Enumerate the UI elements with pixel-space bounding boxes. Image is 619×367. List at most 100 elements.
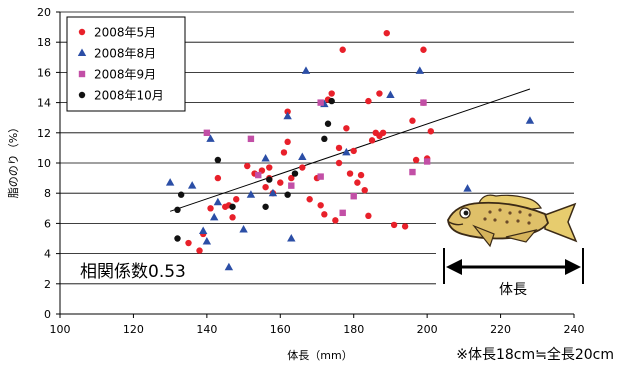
y-tick-label: 14 xyxy=(37,97,51,110)
data-point-series-3 xyxy=(339,209,346,217)
data-point-series-1 xyxy=(335,159,343,167)
x-tick-labels: 100 120 140 160 180 200 220 240 xyxy=(50,323,585,336)
data-point-series-1 xyxy=(233,196,240,203)
legend-marker-4 xyxy=(78,91,86,99)
data-point-series-1 xyxy=(214,174,222,182)
trendline-group xyxy=(169,88,531,212)
data-point-series-1 xyxy=(412,156,420,164)
data-point-series-4 xyxy=(174,206,181,214)
data-point-series-1 xyxy=(401,223,409,230)
legend-marker-3 xyxy=(78,70,86,78)
data-point-series-1 xyxy=(277,179,284,186)
data-point-series-1 xyxy=(306,196,313,203)
legend-label-2: 2008年8月 xyxy=(94,47,156,61)
data-point-series-2 xyxy=(287,234,296,242)
fish-pupil-icon xyxy=(463,210,469,216)
data-point-series-2 xyxy=(210,212,219,221)
data-point-series-1 xyxy=(280,149,288,156)
axes xyxy=(56,11,575,318)
data-point-series-1 xyxy=(196,247,203,254)
data-point-series-2 xyxy=(463,184,472,192)
data-point-series-3 xyxy=(288,182,295,189)
legend-box xyxy=(66,16,186,112)
data-point-series-1 xyxy=(343,125,350,132)
y-tick-label: 0 xyxy=(44,308,51,321)
data-point-series-2 xyxy=(261,153,270,162)
data-point-series-3 xyxy=(317,173,324,180)
data-point-series-4 xyxy=(174,235,181,242)
y-tick-label: 8 xyxy=(44,187,51,200)
data-point-series-1 xyxy=(368,137,376,144)
data-point-series-2 xyxy=(268,188,278,197)
data-point-series-2 xyxy=(187,181,197,189)
data-point-series-1 xyxy=(390,221,398,229)
arrow-right-icon xyxy=(565,259,581,275)
data-point-series-2 xyxy=(246,190,256,198)
data-point-series-3 xyxy=(255,171,262,179)
data-point-series-4 xyxy=(266,176,273,183)
x-tick-label: 180 xyxy=(343,323,364,336)
data-point-series-2 xyxy=(198,226,208,234)
x-axis-label: 体長（mm） xyxy=(287,348,352,362)
x-tick-label: 140 xyxy=(196,323,217,336)
data-point-series-1 xyxy=(284,108,291,115)
fish-illustration: 体長 xyxy=(436,194,586,300)
legend-marker-1 xyxy=(78,28,86,36)
data-point-series-1 xyxy=(332,217,339,224)
y-tick-label: 12 xyxy=(37,127,51,140)
length-note: ※体長18cm≒全長20cm xyxy=(456,346,614,363)
data-point-series-1 xyxy=(266,164,273,171)
y-tick-label: 10 xyxy=(37,157,51,170)
y-axis-label: 脂ののり（%） xyxy=(6,122,20,198)
y-tick-label: 2 xyxy=(44,278,51,291)
legend: 2008年5月 2008年8月 2008年9月 2008年10月 xyxy=(66,16,186,112)
data-point-series-1 xyxy=(365,212,372,220)
data-point-series-1 xyxy=(357,171,365,179)
data-point-series-2 xyxy=(298,152,307,160)
data-point-series-1 xyxy=(335,144,343,152)
data-point-series-2 xyxy=(525,116,535,124)
data-point-series-3 xyxy=(420,99,427,106)
data-point-series-4 xyxy=(324,120,332,127)
correlation-label: 相関係数0.53 xyxy=(80,262,186,282)
correlation-bg xyxy=(72,257,184,283)
y-tick-label: 20 xyxy=(37,6,51,19)
data-point-series-1 xyxy=(376,90,383,97)
data-point-series-2 xyxy=(206,134,215,142)
trendline xyxy=(169,88,531,212)
data-point-series-2 xyxy=(301,66,311,74)
body-length-label: 体長 xyxy=(499,282,527,298)
data-point-series-1 xyxy=(284,138,291,146)
data-point-series-4 xyxy=(214,156,222,164)
data-point-series-3 xyxy=(203,129,211,136)
x-tick-label: 160 xyxy=(270,323,291,336)
data-point-series-2 xyxy=(224,262,234,271)
data-point-series-1 xyxy=(346,170,354,177)
data-points xyxy=(165,29,535,271)
fish-mouth-icon xyxy=(448,221,464,226)
y-tick-label: 4 xyxy=(44,248,51,261)
data-point-series-4 xyxy=(177,191,185,198)
data-point-series-1 xyxy=(354,179,361,186)
data-point-series-3 xyxy=(247,135,255,143)
data-point-series-1 xyxy=(328,90,335,97)
data-point-series-3 xyxy=(317,99,324,106)
fish-body-icon xyxy=(447,201,550,240)
data-point-series-1 xyxy=(379,129,387,136)
data-point-series-1 xyxy=(365,97,372,105)
data-point-series-1 xyxy=(288,174,295,182)
data-point-series-2 xyxy=(415,66,424,74)
data-point-series-4 xyxy=(262,203,269,210)
legend-label-3: 2008年9月 xyxy=(94,68,156,82)
data-point-series-1 xyxy=(244,162,251,170)
data-point-series-1 xyxy=(339,46,346,53)
data-point-series-2 xyxy=(165,178,175,186)
data-point-series-3 xyxy=(423,158,431,165)
fish-spots-icon xyxy=(483,208,532,225)
data-point-series-4 xyxy=(229,203,236,210)
data-point-series-1 xyxy=(420,46,427,53)
data-point-series-4 xyxy=(328,97,335,105)
data-point-series-2 xyxy=(386,90,395,99)
y-tick-label: 6 xyxy=(44,217,51,230)
